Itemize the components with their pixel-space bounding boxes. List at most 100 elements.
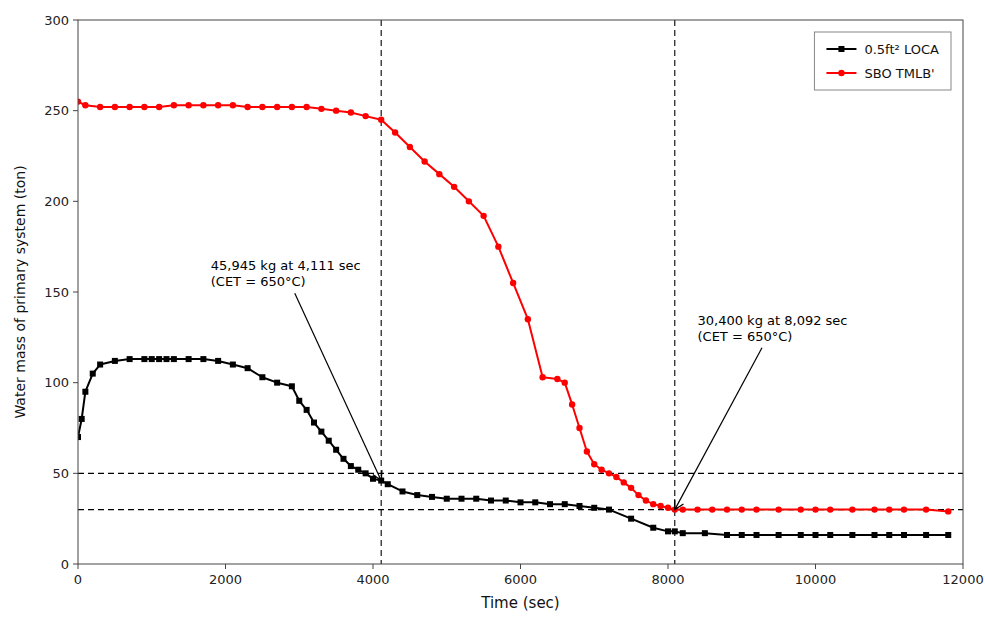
series-point bbox=[185, 102, 191, 108]
series-point bbox=[591, 505, 597, 511]
legend-marker bbox=[838, 70, 844, 76]
series-point bbox=[871, 506, 877, 512]
legend-label: SBO TMLB' bbox=[864, 66, 934, 81]
series-point bbox=[156, 356, 162, 362]
reference-vline bbox=[674, 20, 675, 564]
x-tick bbox=[520, 564, 521, 569]
series-point bbox=[591, 461, 597, 467]
series-point bbox=[665, 505, 671, 511]
annotation-line: 45,945 kg at 4,111 sec bbox=[211, 258, 361, 273]
series-point bbox=[348, 109, 354, 115]
series-point bbox=[576, 425, 582, 431]
series-point bbox=[643, 497, 649, 503]
series-point bbox=[79, 416, 85, 422]
y-tick bbox=[73, 292, 78, 293]
legend-box bbox=[814, 32, 951, 90]
series-point bbox=[289, 383, 295, 389]
series-point bbox=[827, 506, 833, 512]
series-point bbox=[244, 104, 250, 110]
series-point bbox=[584, 448, 590, 454]
series-point bbox=[813, 532, 819, 538]
series-point bbox=[775, 506, 781, 512]
series-point bbox=[466, 198, 472, 204]
series-point bbox=[171, 102, 177, 108]
y-tick bbox=[73, 564, 78, 565]
series-point bbox=[141, 356, 147, 362]
x-tick-label: 4000 bbox=[356, 572, 389, 587]
series-point bbox=[318, 429, 324, 435]
series-point bbox=[562, 379, 568, 385]
x-tick-label: 2000 bbox=[209, 572, 242, 587]
x-tick bbox=[225, 564, 226, 569]
series-point bbox=[606, 507, 612, 513]
series-point bbox=[451, 184, 457, 190]
series-point bbox=[798, 506, 804, 512]
series-point bbox=[414, 492, 420, 498]
series-point bbox=[827, 532, 833, 538]
series-point bbox=[459, 496, 465, 502]
annotation-line: (CET = 650°C) bbox=[211, 274, 306, 289]
series-point bbox=[141, 104, 147, 110]
series-point bbox=[569, 401, 575, 407]
series-point bbox=[296, 398, 302, 404]
y-tick-label: 0 bbox=[61, 557, 69, 572]
y-tick bbox=[73, 473, 78, 474]
series-point bbox=[326, 438, 332, 444]
series-point bbox=[709, 506, 715, 512]
series-line bbox=[78, 102, 948, 512]
series-point bbox=[621, 479, 627, 485]
annotation-text: 30,400 kg at 8,092 sec(CET = 650°C) bbox=[698, 313, 848, 344]
series-point bbox=[547, 501, 553, 507]
series-point bbox=[872, 532, 878, 538]
series-point bbox=[186, 356, 192, 362]
y-tick-label: 300 bbox=[44, 13, 69, 28]
series-point bbox=[812, 506, 818, 512]
series-point bbox=[436, 171, 442, 177]
series-point bbox=[311, 420, 317, 426]
series-point bbox=[245, 365, 251, 371]
plot-background bbox=[78, 20, 963, 564]
series-point bbox=[754, 532, 760, 538]
y-tick bbox=[73, 382, 78, 383]
series-point bbox=[164, 356, 170, 362]
series-point bbox=[635, 492, 641, 498]
series-point bbox=[724, 532, 730, 538]
series-point bbox=[259, 374, 265, 380]
series-point bbox=[97, 104, 103, 110]
series-point bbox=[539, 374, 545, 380]
x-tick bbox=[78, 564, 79, 569]
series-point bbox=[303, 104, 309, 110]
series-point bbox=[776, 532, 782, 538]
y-tick bbox=[73, 20, 78, 21]
page: {"chart_data": { "type": "line", "title"… bbox=[0, 0, 985, 622]
series-point bbox=[407, 144, 413, 150]
x-tick bbox=[668, 564, 669, 569]
annotation-text: 45,945 kg at 4,111 sec(CET = 650°C) bbox=[211, 258, 361, 289]
series-point bbox=[886, 532, 892, 538]
series-point bbox=[385, 481, 391, 487]
series-point bbox=[480, 213, 486, 219]
series-point bbox=[355, 467, 361, 473]
x-tick-label: 12000 bbox=[942, 572, 983, 587]
series-point bbox=[518, 499, 524, 505]
series-point bbox=[739, 532, 745, 538]
series-point bbox=[112, 104, 118, 110]
x-tick bbox=[963, 564, 964, 569]
series-point bbox=[901, 532, 907, 538]
series-point bbox=[901, 506, 907, 512]
plot-area bbox=[78, 20, 963, 564]
series-point bbox=[363, 470, 369, 476]
series-point bbox=[341, 456, 347, 462]
series-point bbox=[362, 113, 368, 119]
series-point bbox=[333, 447, 339, 453]
series-point bbox=[400, 488, 406, 494]
series-point bbox=[628, 516, 634, 522]
series-point bbox=[525, 316, 531, 322]
series-point bbox=[503, 498, 509, 504]
series-point bbox=[554, 376, 560, 382]
x-tick-label: 10000 bbox=[795, 572, 836, 587]
series-point bbox=[82, 389, 88, 395]
series-point bbox=[200, 356, 206, 362]
series-point bbox=[230, 362, 236, 368]
series-point bbox=[259, 104, 265, 110]
